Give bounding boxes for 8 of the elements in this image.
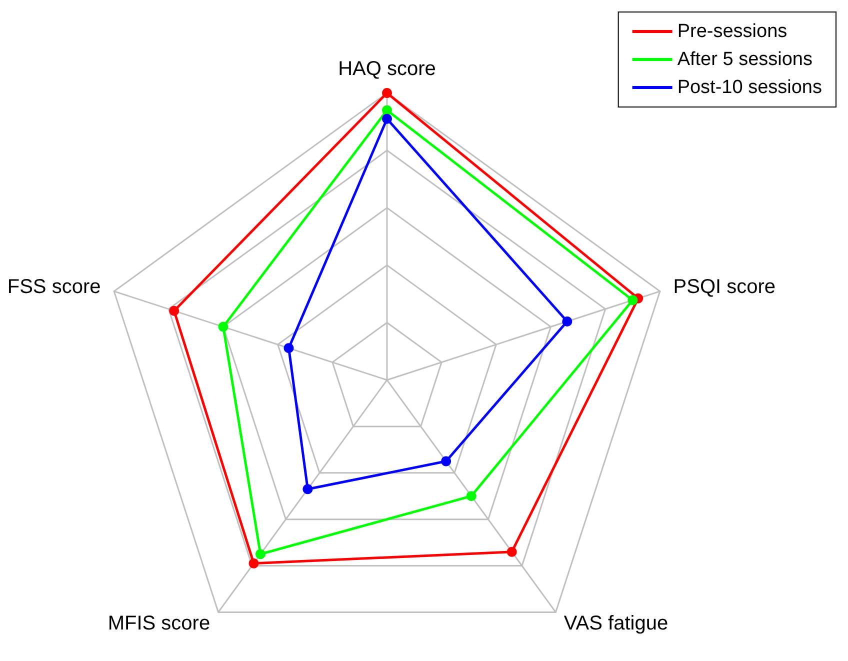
spoke-label: HAQ score	[338, 58, 436, 80]
spoke-label: VAS fatigue	[564, 612, 668, 635]
legend-label: Post-10 sessions	[677, 77, 822, 98]
spoke-label: PSQI score	[673, 276, 776, 298]
legend-label: After 5 sessions	[677, 49, 812, 70]
spoke-label: FSS score	[7, 276, 101, 298]
legend-label: Pre-sessions	[677, 21, 788, 42]
spoke-label: MFIS score	[108, 612, 210, 635]
